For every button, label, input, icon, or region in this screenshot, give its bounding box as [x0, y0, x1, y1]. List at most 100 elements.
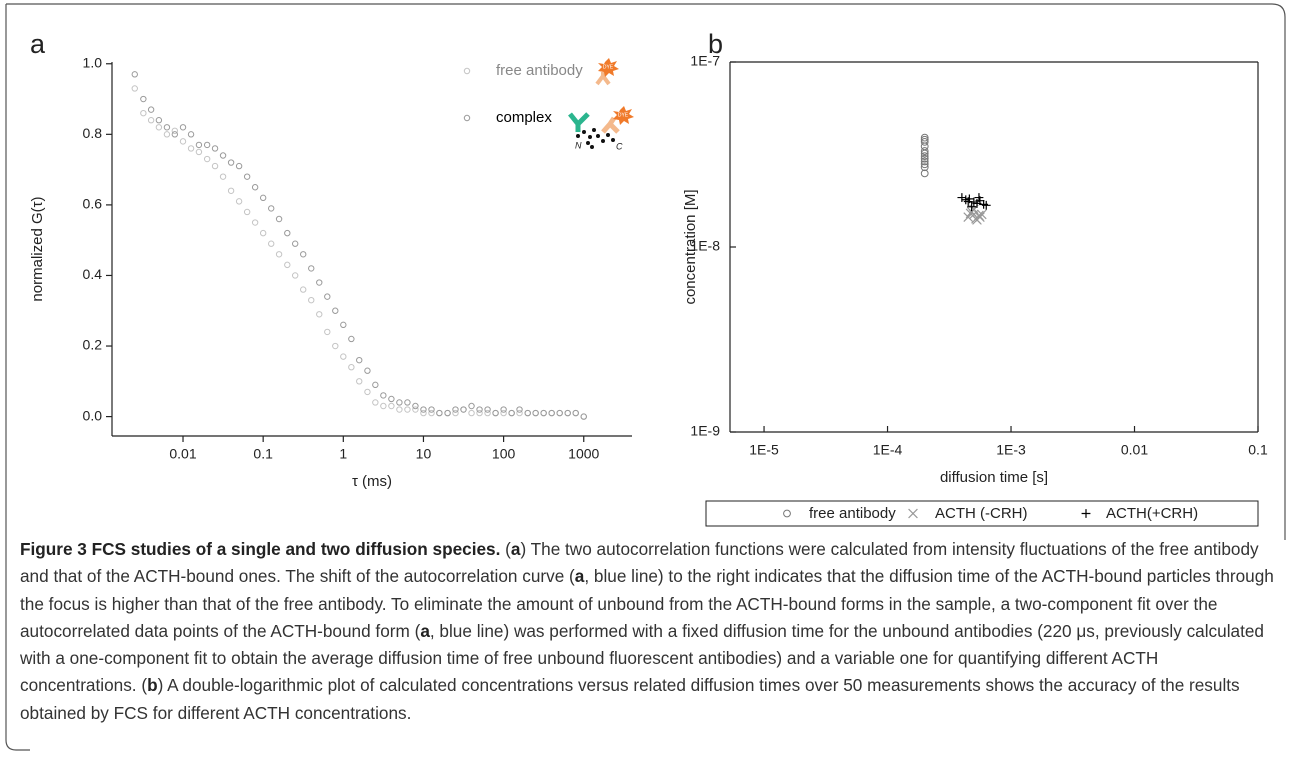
legend-label: free antibody	[809, 505, 896, 522]
point	[920, 147, 929, 155]
x-tick-label: 0.1	[253, 446, 273, 462]
point	[548, 409, 555, 417]
point	[476, 406, 483, 413]
point	[251, 184, 259, 191]
point	[195, 148, 203, 156]
point	[131, 85, 138, 92]
legend-label: ACTH (-CRH)	[935, 505, 1027, 522]
point	[920, 157, 929, 166]
x-tick-label: 100	[492, 446, 516, 462]
point	[380, 392, 387, 399]
x-tick-label: 0.01	[169, 446, 196, 462]
point	[580, 413, 587, 420]
y-axis-label: normalized G(τ)	[29, 196, 46, 301]
point	[404, 399, 411, 406]
panel-label: a	[30, 29, 46, 59]
point	[179, 138, 187, 145]
point	[508, 409, 515, 417]
point	[965, 208, 976, 219]
point	[460, 406, 467, 413]
point	[140, 109, 147, 117]
point	[268, 205, 275, 212]
legend-marker	[1081, 509, 1091, 518]
point	[147, 106, 155, 113]
point	[356, 356, 363, 364]
point	[920, 133, 929, 142]
point	[131, 71, 138, 78]
caption-body: (a) The two autocorrelation functions we…	[20, 539, 1274, 723]
panel-label: b	[708, 29, 723, 59]
point	[556, 409, 563, 417]
point	[291, 240, 299, 247]
point	[251, 219, 259, 226]
point	[452, 409, 459, 417]
point	[484, 406, 491, 413]
point	[235, 198, 243, 205]
caption-text: ) A double-logarithmic plot of calculate…	[20, 675, 1240, 723]
point	[975, 212, 985, 222]
point	[284, 229, 291, 237]
point	[920, 152, 929, 160]
point	[981, 200, 991, 210]
point	[171, 127, 179, 135]
point	[308, 296, 315, 304]
y-tick-label: 1E-9	[690, 423, 720, 439]
x-tick-label: 0.1	[1248, 442, 1268, 458]
x-tick-label: 10	[416, 446, 432, 462]
y-axis-label: concentration [M]	[682, 189, 699, 304]
point	[372, 381, 379, 389]
point	[211, 162, 219, 170]
point	[404, 406, 411, 413]
caption-text: (	[505, 539, 511, 559]
point	[516, 406, 523, 413]
point	[147, 117, 155, 124]
point	[967, 202, 977, 212]
point	[291, 272, 299, 279]
legend-label: ACTH(+CRH)	[1106, 505, 1198, 522]
point	[348, 335, 355, 343]
y-tick-label: 0.6	[83, 196, 103, 212]
figure-border	[5, 3, 1286, 751]
legend-box	[705, 500, 1259, 527]
icon-label: N	[575, 140, 582, 150]
point	[364, 367, 371, 374]
legend-label: complex	[496, 109, 552, 126]
point	[380, 402, 387, 410]
caption-ref: a	[420, 620, 430, 641]
legend-marker	[783, 509, 791, 518]
y-tick-label: 1E-7	[690, 53, 720, 69]
point	[372, 399, 379, 406]
point	[243, 208, 251, 216]
point	[524, 409, 531, 417]
y-tick-label: 1E-8	[690, 238, 720, 254]
point	[324, 328, 331, 336]
point	[155, 124, 163, 131]
point	[452, 406, 459, 413]
point	[476, 409, 483, 417]
point	[920, 163, 929, 172]
point	[268, 240, 275, 247]
caption-text: , blue line) was performed with a fixed …	[20, 620, 1264, 696]
point	[920, 160, 929, 169]
caption: Figure 3 FCS studies of a single and two…	[20, 536, 1275, 727]
point	[203, 155, 211, 163]
point	[243, 173, 251, 180]
x-tick-label: 0.01	[1121, 442, 1148, 458]
point	[572, 409, 579, 417]
point	[348, 363, 355, 371]
y-tick-label: 0.8	[83, 125, 103, 141]
point	[920, 135, 929, 144]
point	[171, 131, 179, 138]
point	[332, 342, 339, 350]
caption-ref: a	[510, 539, 521, 559]
point	[974, 193, 984, 202]
point	[259, 229, 267, 237]
caption-text: , blue line) to the right indicates that…	[20, 566, 1274, 641]
point	[532, 409, 539, 417]
x-tick-label: 1000	[568, 446, 599, 462]
point	[364, 388, 371, 396]
point	[428, 409, 435, 417]
x-axis-label: diffusion time [s]	[940, 469, 1048, 486]
